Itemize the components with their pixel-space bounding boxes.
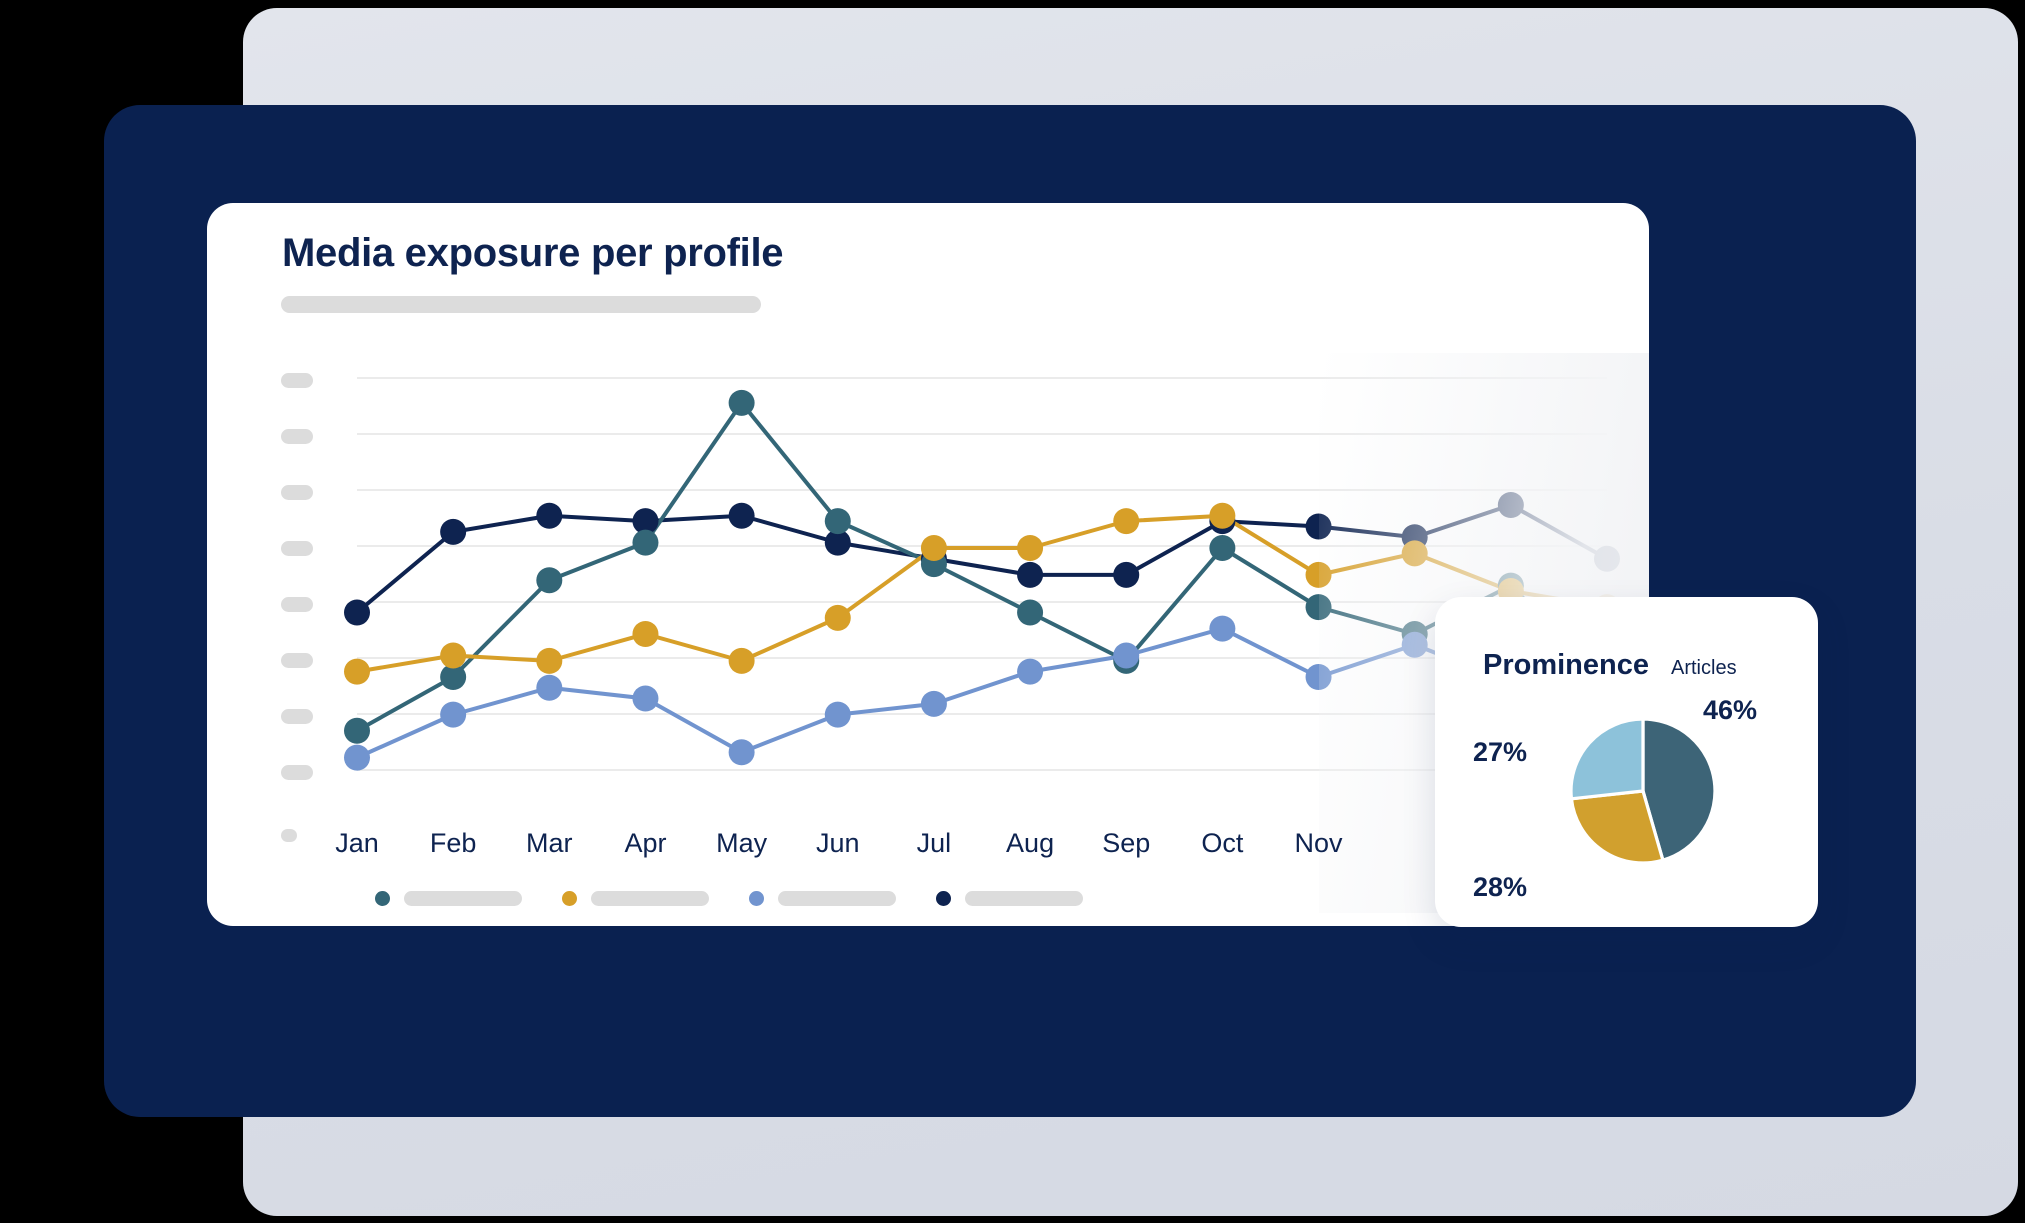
data-point[interactable] (1017, 535, 1044, 561)
data-point[interactable] (440, 701, 467, 728)
pie-chart-wrap: 46% 27% 28% (1435, 689, 1818, 927)
data-point[interactable] (1113, 642, 1140, 669)
pie-chart-svg (1569, 717, 1717, 865)
data-point[interactable] (824, 529, 851, 556)
data-point[interactable] (1017, 561, 1044, 588)
prominence-subtitle: Articles (1671, 657, 1737, 679)
pie-label-27: 27% (1473, 737, 1528, 767)
x-axis-label: Jun (815, 828, 860, 858)
page-title: Media exposure per profile (282, 231, 784, 275)
x-axis-label: Aug (1006, 828, 1055, 858)
data-point[interactable] (1401, 631, 1428, 658)
legend-color-dot (749, 891, 764, 906)
data-point[interactable] (728, 739, 755, 766)
data-point[interactable] (920, 690, 947, 717)
data-point[interactable] (344, 658, 370, 685)
data-point[interactable] (632, 529, 659, 556)
subtitle-placeholder-bar (281, 296, 761, 313)
y-axis-label-placeholder (281, 653, 313, 668)
y-axis-label-placeholder (281, 765, 313, 780)
chart-legend[interactable] (375, 891, 1083, 906)
prominence-card-header: Prominence Articles (1483, 649, 1737, 682)
data-point[interactable] (632, 621, 659, 647)
data-point[interactable] (1113, 508, 1140, 535)
pie-slice[interactable] (1569, 789, 1665, 865)
prominence-card: Prominence Articles 46% 27% 28% (1435, 597, 1818, 927)
data-point[interactable] (728, 502, 755, 529)
y-axis-label-placeholder (281, 597, 313, 612)
data-point[interactable] (1305, 664, 1332, 690)
pie-label-28: 28% (1473, 872, 1528, 902)
data-point[interactable] (1209, 615, 1236, 642)
data-point[interactable] (344, 717, 370, 744)
legend-item[interactable] (936, 891, 1083, 906)
data-point[interactable] (440, 642, 467, 669)
data-point[interactable] (728, 647, 755, 674)
data-point[interactable] (1594, 545, 1620, 572)
media-exposure-card: Media exposure per profile Jan Feb Mar Apr M… (207, 203, 1649, 926)
y-axis-labels (281, 373, 327, 842)
data-point[interactable] (1305, 594, 1332, 621)
pie-slice[interactable] (1641, 717, 1717, 862)
data-point[interactable] (536, 567, 563, 594)
data-point[interactable] (440, 664, 467, 690)
data-point[interactable] (1209, 535, 1236, 561)
legend-label-placeholder (591, 891, 709, 906)
legend-color-dot (936, 891, 951, 906)
data-point[interactable] (824, 508, 851, 535)
data-point[interactable] (536, 502, 563, 529)
data-point[interactable] (1305, 513, 1332, 540)
x-axis-label: Jan (335, 828, 379, 858)
y-axis-label-placeholder (281, 429, 313, 444)
data-point[interactable] (632, 685, 659, 712)
data-point[interactable] (1209, 502, 1236, 529)
data-point[interactable] (920, 535, 947, 561)
pie-slice[interactable] (1569, 717, 1645, 801)
data-point[interactable] (824, 604, 851, 631)
y-axis-label-placeholder (281, 709, 313, 724)
data-point[interactable] (1401, 540, 1428, 567)
legend-item[interactable] (562, 891, 709, 906)
data-point[interactable] (536, 647, 563, 674)
data-point[interactable] (344, 599, 370, 626)
data-point[interactable] (1017, 599, 1044, 626)
y-axis-label-placeholder (281, 541, 313, 556)
data-point[interactable] (1305, 561, 1332, 588)
legend-color-dot (375, 891, 390, 906)
data-point[interactable] (728, 389, 755, 416)
data-point[interactable] (1017, 658, 1044, 685)
x-axis-label: May (716, 828, 768, 858)
data-point[interactable] (1113, 561, 1140, 588)
data-point[interactable] (632, 508, 659, 535)
legend-item[interactable] (375, 891, 522, 906)
legend-label-placeholder (778, 891, 896, 906)
data-point[interactable] (536, 674, 563, 701)
line-chart-svg (344, 377, 1620, 771)
pie-label-46: 46% (1703, 695, 1758, 725)
y-axis-label-placeholder (281, 373, 313, 388)
line-chart-plot (344, 371, 1620, 811)
x-axis-label: Feb (429, 828, 477, 858)
x-axis-label: Sep (1102, 828, 1151, 858)
x-axis-label: Nov (1294, 828, 1343, 858)
y-axis-label-placeholder (281, 829, 297, 842)
prominence-title: Prominence (1483, 649, 1649, 681)
data-point[interactable] (824, 701, 851, 728)
data-point[interactable] (344, 744, 370, 771)
legend-label-placeholder (404, 891, 522, 906)
x-axis-labels: Jan Feb Mar Apr May Jun Jul Aug Sep Oct Nov (335, 828, 1607, 868)
x-axis-label: Mar (526, 828, 573, 858)
x-axis-label: Apr (624, 828, 667, 858)
legend-color-dot (562, 891, 577, 906)
legend-label-placeholder (965, 891, 1083, 906)
x-axis-label: Jul (916, 828, 952, 858)
legend-item[interactable] (749, 891, 896, 906)
data-point[interactable] (1497, 492, 1524, 518)
x-axis-label: Oct (1201, 828, 1244, 858)
y-axis-label-placeholder (281, 485, 313, 500)
data-point[interactable] (440, 518, 467, 545)
